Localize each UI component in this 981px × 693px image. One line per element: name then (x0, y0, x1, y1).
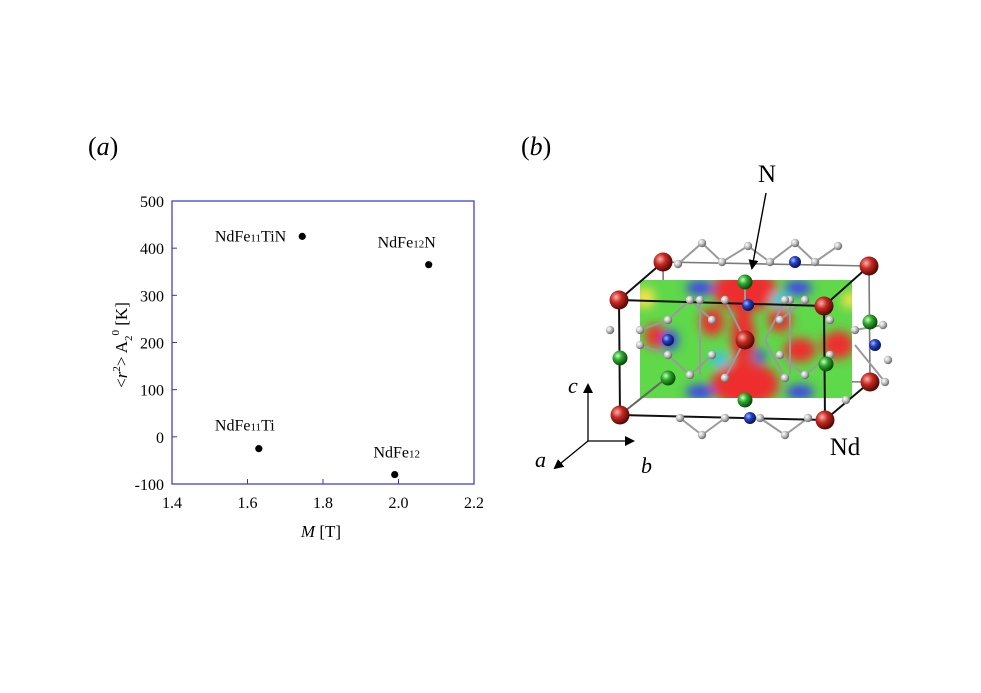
data-point (391, 470, 399, 479)
axis-c-label: c (568, 373, 578, 398)
x-axis-label: M [T] (300, 522, 341, 541)
data-point-label: NdFe11Ti (215, 418, 275, 435)
data-point (425, 261, 433, 269)
data-point-label: NdFe12N (378, 235, 437, 252)
data-point (255, 445, 263, 453)
arrow-to-N (748, 192, 767, 270)
x-tick-label: 1.4 (162, 495, 182, 512)
axis-triad (553, 383, 635, 470)
data-point-label: NdFe11TiN (215, 228, 287, 245)
bond-network (639, 242, 886, 436)
data-point (298, 232, 306, 240)
panel-a-label: (a) (88, 132, 119, 161)
y-tick-label: 100 (140, 383, 164, 400)
x-tick-label: 2.2 (464, 495, 484, 512)
y-tick-label: 0 (156, 430, 164, 447)
y-tick-label: 200 (140, 336, 164, 353)
label-Nd: Nd (830, 434, 861, 461)
x-tick-label: 1.6 (238, 495, 258, 512)
y-tick-label: -100 (135, 477, 164, 494)
label-N: N (758, 161, 776, 188)
axis-a-label: a (535, 447, 546, 472)
panel-b-label: (b) (521, 132, 552, 161)
y-axis-label: <r2> A20 [K] (110, 302, 135, 388)
data-point-label: NdFe12 (373, 445, 420, 462)
y-tick-label: 500 (140, 194, 164, 211)
x-tick-label: 1.8 (313, 495, 333, 512)
atoms (605, 238, 893, 440)
axis-b-label: b (641, 453, 652, 478)
y-tick-label: 300 (140, 288, 164, 305)
y-tick-label: 400 (140, 241, 164, 258)
x-tick-label: 2.0 (389, 495, 409, 512)
